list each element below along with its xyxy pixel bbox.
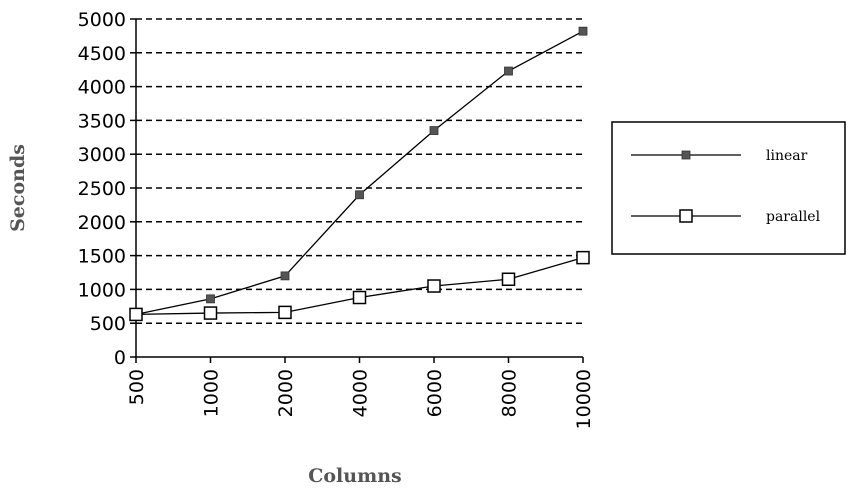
x-tick-label: 6000 <box>424 369 446 417</box>
x-tick-label: 2000 <box>275 369 297 417</box>
data-point-linear <box>355 190 364 200</box>
x-tick-label: 10000 <box>573 369 595 429</box>
y-axis-title: Seconds <box>7 144 29 232</box>
legend: linear parallel <box>611 121 846 255</box>
x-axis-title: Columns <box>308 465 401 487</box>
y-tick-label: 2500 <box>78 178 126 200</box>
x-tick-label: 1000 <box>201 369 223 417</box>
data-point-parallel <box>501 272 516 287</box>
data-point-parallel <box>427 279 441 293</box>
x-axis-tick-labels: 500 1000 2000 4000 6000 8000 10000 <box>126 369 595 429</box>
legend-box <box>611 121 846 255</box>
data-series <box>129 26 590 322</box>
y-axis-tick-labels: 0 500 1000 1500 2000 2500 3000 3500 4000 4500 5000 <box>78 9 126 369</box>
series-line-parallel <box>135 257 584 316</box>
y-tick-label: 500 <box>90 313 126 335</box>
y-tick-label: 2000 <box>78 212 126 234</box>
data-point-parallel <box>576 250 590 265</box>
y-tick-label: 5000 <box>78 9 126 31</box>
data-point-parallel <box>278 305 292 320</box>
y-tick-label: 4000 <box>78 77 126 99</box>
legend-marker-parallel <box>679 209 693 223</box>
series-line-linear <box>135 30 584 316</box>
x-tick-label: 500 <box>126 369 148 405</box>
data-point-linear <box>280 271 290 281</box>
data-point-linear <box>206 294 215 304</box>
data-point-parallel <box>352 290 367 305</box>
data-point-linear <box>429 126 439 135</box>
data-point-linear <box>504 66 513 76</box>
axes <box>130 18 584 363</box>
x-tick-label: 8000 <box>499 369 521 417</box>
data-point-parallel <box>203 306 218 320</box>
x-tick-label: 4000 <box>350 369 372 417</box>
y-tick-label: 4500 <box>78 43 126 65</box>
data-point-linear <box>578 26 588 36</box>
y-tick-label: 3500 <box>78 110 126 132</box>
y-tick-label: 3000 <box>78 144 126 166</box>
legend-marker-linear <box>681 150 691 160</box>
y-tick-label: 1000 <box>78 279 126 301</box>
y-tick-label: 0 <box>114 347 126 369</box>
legend-label-linear: linear <box>766 148 808 164</box>
legend-label-parallel: parallel <box>766 209 821 225</box>
gridlines <box>136 18 583 324</box>
data-point-parallel <box>129 307 143 322</box>
y-tick-label: 1500 <box>78 246 126 268</box>
